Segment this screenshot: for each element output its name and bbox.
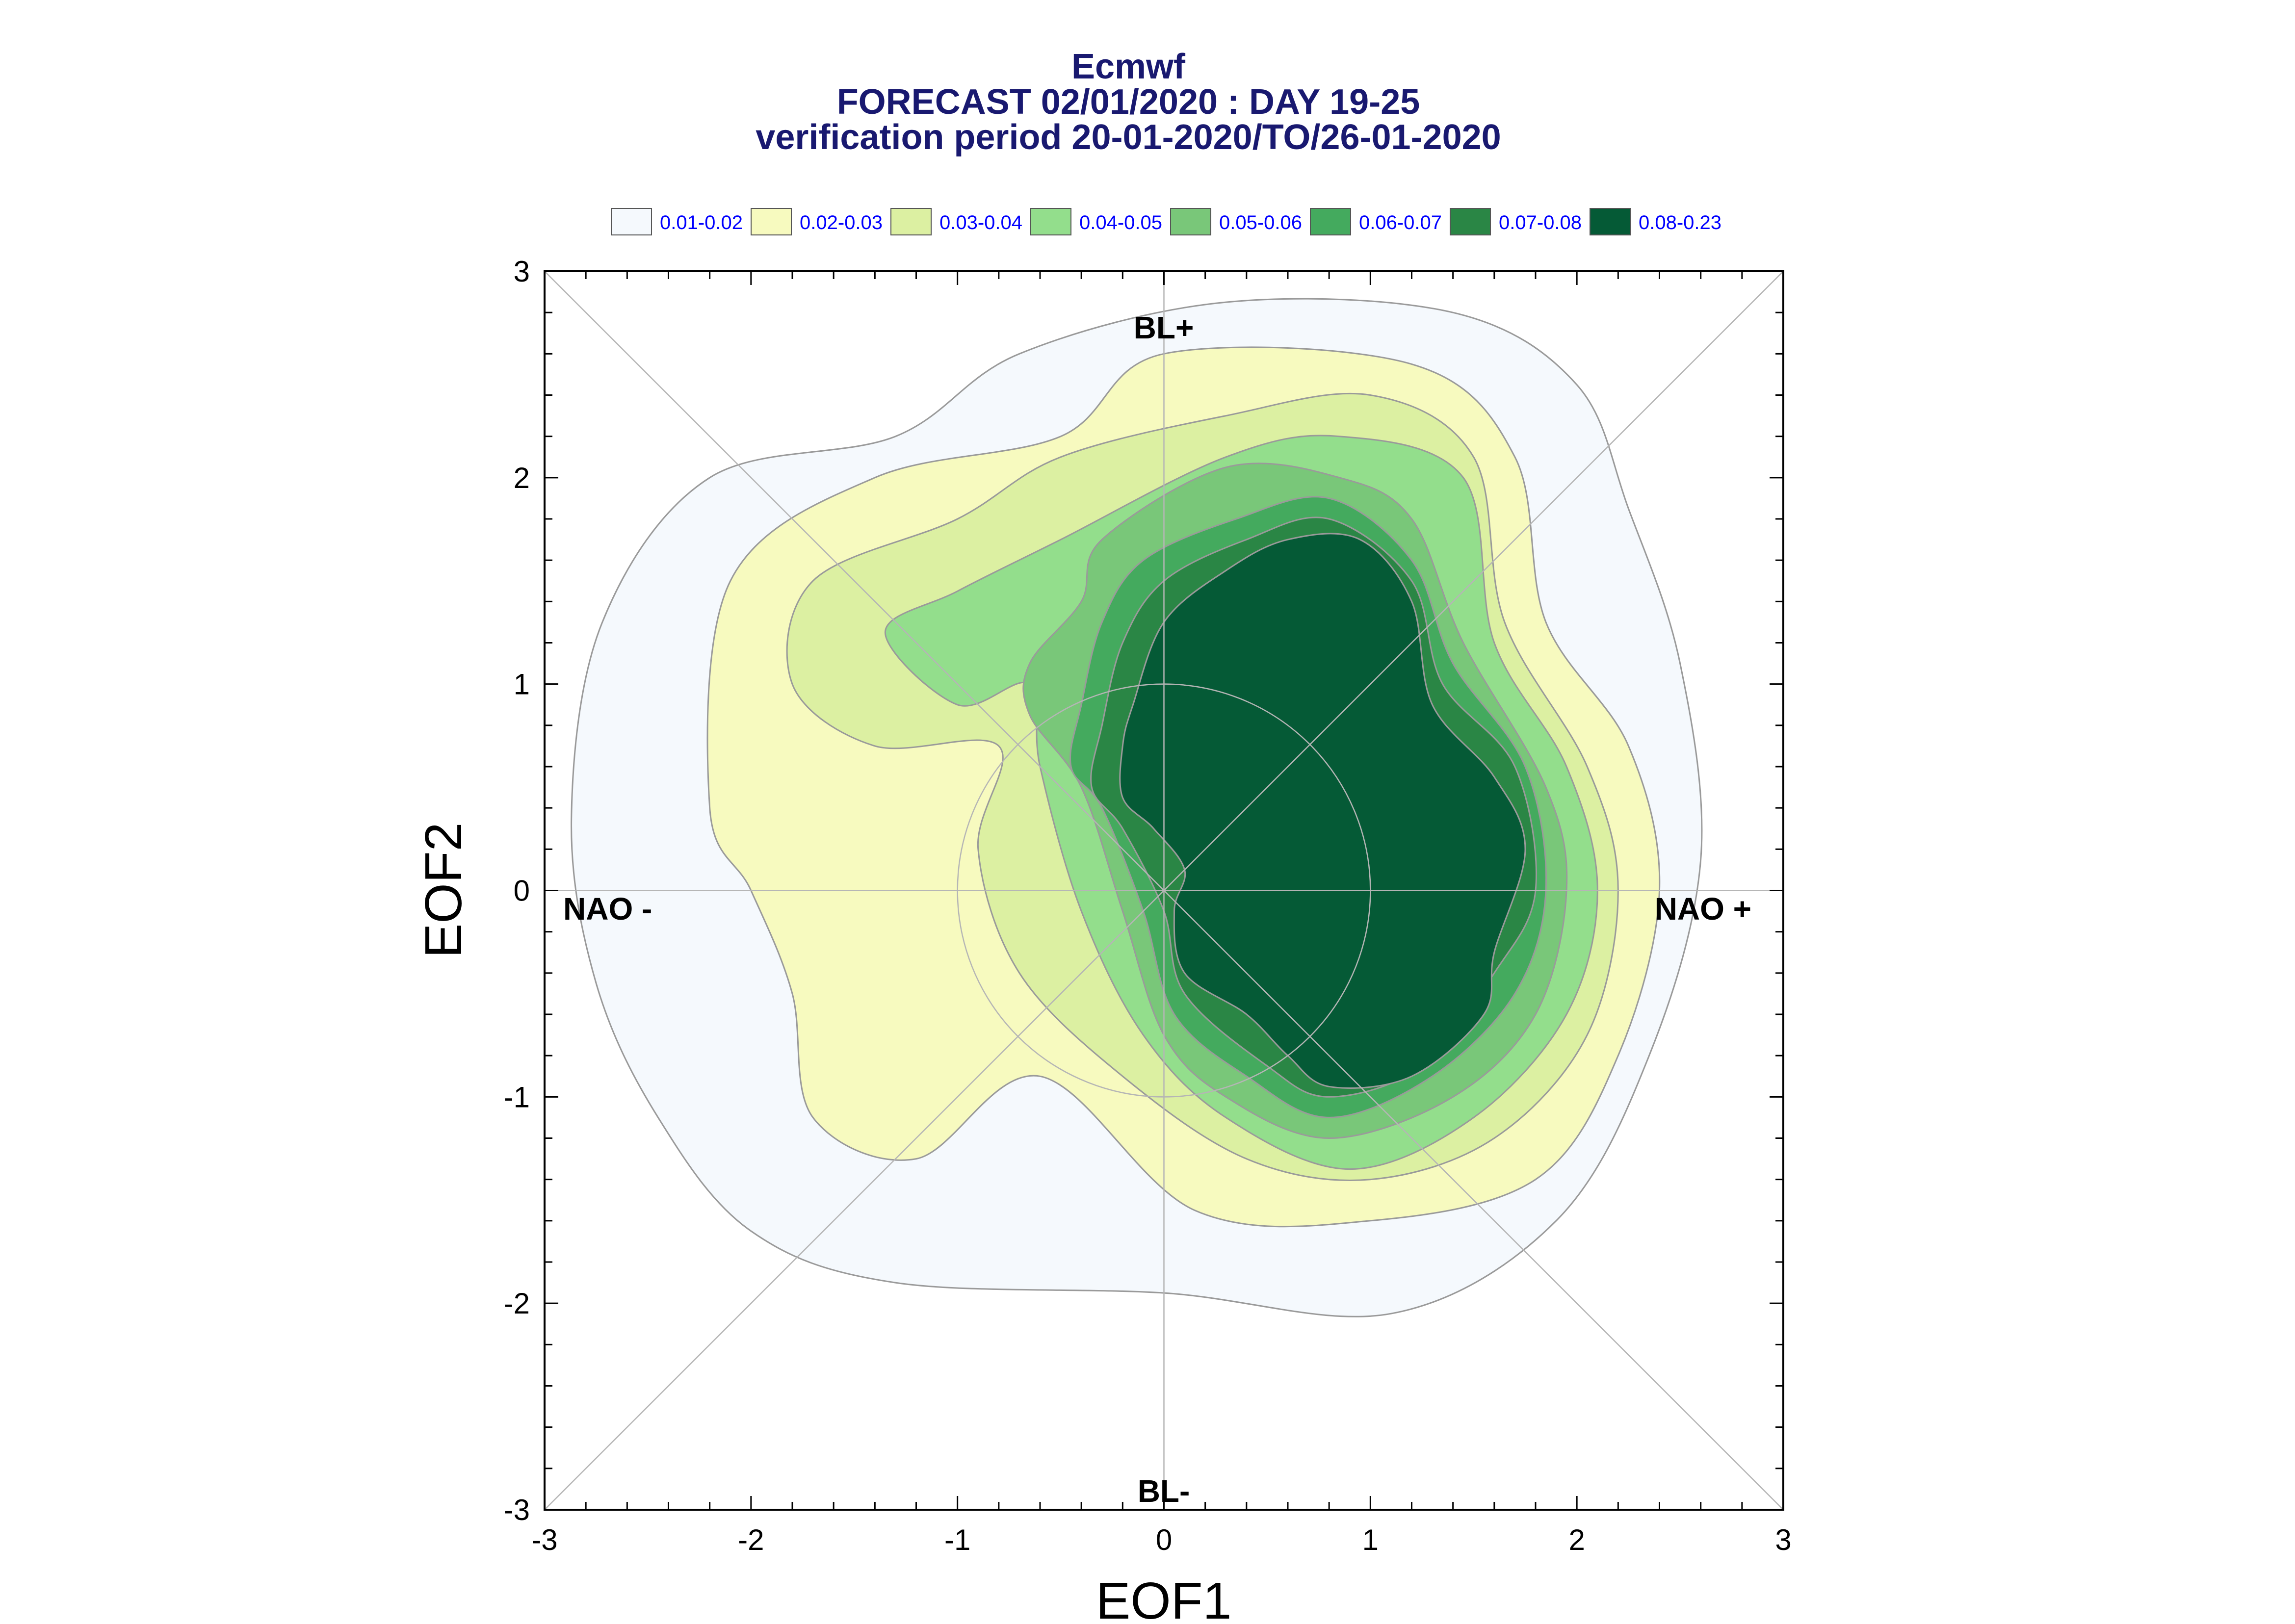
chart-verification-period: verification period 20-01-2020/TO/26-01-… [756, 118, 1501, 157]
y-tick-label: -2 [504, 1287, 530, 1320]
legend-swatch [1170, 208, 1211, 235]
y-tick-label: -3 [504, 1494, 530, 1526]
legend-swatch [1310, 208, 1351, 235]
legend-label: 0.01-0.02 [660, 212, 743, 233]
regime-label-nao-minus: NAO - [563, 891, 652, 927]
chart-title: Ecmwf [1071, 47, 1186, 86]
y-tick-label: 0 [514, 875, 530, 907]
regime-label-bl-plus: BL+ [1134, 310, 1194, 345]
legend-swatch [751, 208, 792, 235]
legend-swatch [611, 208, 652, 235]
x-tick-label: 2 [1568, 1523, 1585, 1556]
legend-label: 0.08-0.23 [1639, 212, 1722, 233]
legend-label: 0.03-0.04 [939, 212, 1023, 233]
regime-label-nao-plus: NAO + [1655, 891, 1751, 927]
x-tick-label: 0 [1156, 1523, 1172, 1556]
y-tick-label: -1 [504, 1081, 530, 1113]
legend-label: 0.06-0.07 [1359, 212, 1442, 233]
y-axis-label: EOF2 [415, 823, 472, 958]
axis-ticks [544, 270, 1784, 1511]
regime-label-bl-minus: BL- [1138, 1473, 1190, 1509]
x-tick-label: 1 [1362, 1523, 1379, 1556]
legend-swatch [890, 208, 932, 235]
chart-title-block: Ecmwf FORECAST 02/01/2020 : DAY 19-25 ve… [0, 49, 2257, 155]
diagonal-line-2 [544, 271, 1784, 1510]
legend-label: 0.04-0.05 [1079, 212, 1163, 233]
legend-swatch [1590, 208, 1631, 235]
x-tick-label: -2 [738, 1523, 764, 1556]
reference-lines [544, 271, 1784, 1510]
contour-layers [571, 298, 1703, 1317]
contour-level-8 [1119, 533, 1526, 1089]
x-tick-label: -3 [531, 1523, 557, 1556]
x-tick-label: 3 [1775, 1523, 1791, 1556]
axis-tick-labels: -3 -2 -1 0 1 2 3 -3 -2 -1 0 1 2 3 [504, 255, 1792, 1556]
legend-swatch [1030, 208, 1071, 235]
chart-subtitle: FORECAST 02/01/2020 : DAY 19-25 [836, 82, 1420, 122]
unit-circle [957, 683, 1371, 1098]
legend-label: 0.07-0.08 [1499, 212, 1582, 233]
x-axis-label: EOF1 [1096, 1572, 1232, 1624]
y-tick-label: 1 [514, 668, 530, 701]
y-tick-label: 2 [514, 462, 530, 494]
y-tick-label: 3 [514, 255, 530, 288]
legend-label: 0.02-0.03 [800, 212, 883, 233]
legend-label: 0.05-0.06 [1219, 212, 1303, 233]
legend-swatch [1450, 208, 1491, 235]
x-tick-label: -1 [944, 1523, 970, 1556]
